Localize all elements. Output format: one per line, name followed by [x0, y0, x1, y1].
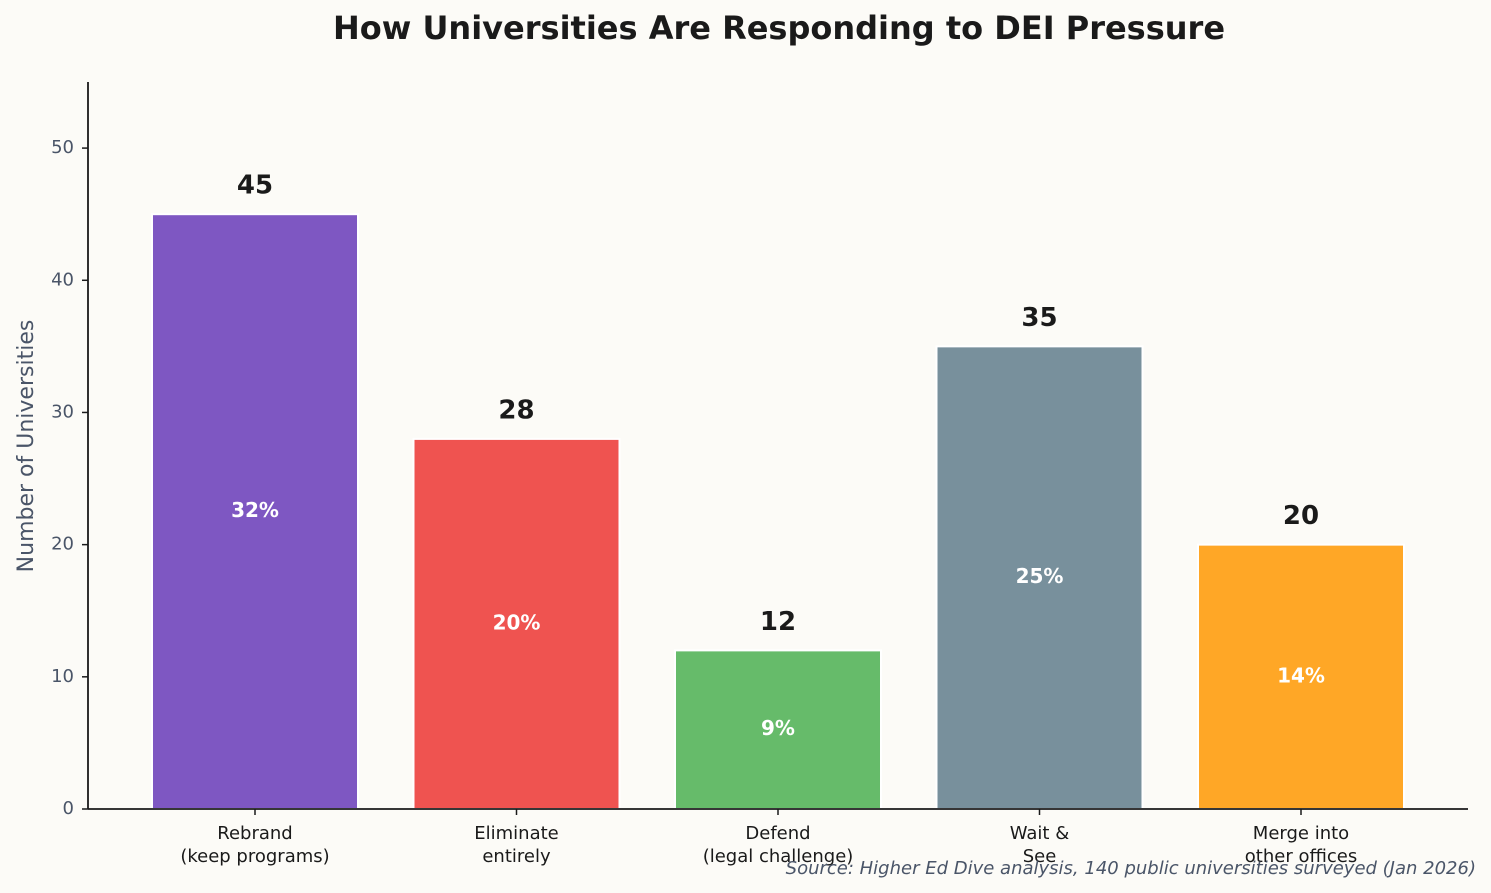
bar: [151, 213, 359, 810]
value-label: 45: [237, 171, 273, 201]
x-tick-label: Merge into other offices: [1245, 823, 1357, 867]
x-tick-label: Defend (legal challenge): [703, 823, 854, 867]
value-label: 35: [1021, 303, 1057, 333]
percent-label: 20%: [493, 610, 541, 634]
percent-label: 25%: [1016, 564, 1064, 588]
percent-label: 14%: [1277, 663, 1325, 687]
x-tick-label: Rebrand (keep programs): [180, 823, 329, 867]
y-tick-label: 10: [51, 666, 74, 687]
value-label: 28: [498, 395, 534, 425]
x-tick-label: Wait & See: [1010, 823, 1070, 867]
y-axis-label: Number of Universities: [14, 320, 39, 573]
value-label: 12: [760, 607, 796, 637]
x-tick-label: Eliminate entirely: [474, 823, 558, 867]
chart-title: How Universities Are Responding to DEI P…: [333, 9, 1225, 47]
percent-label: 9%: [761, 716, 795, 740]
y-tick-label: 20: [51, 534, 74, 555]
y-tick-label: 50: [51, 137, 74, 158]
bar: [1197, 543, 1405, 810]
y-tick-label: 40: [51, 269, 74, 290]
source-note: Source: Higher Ed Dive analysis, 140 pub…: [786, 858, 1476, 879]
percent-label: 32%: [231, 498, 279, 522]
value-label: 20: [1283, 501, 1319, 531]
bar: [935, 345, 1144, 810]
y-tick-label: 30: [51, 401, 74, 422]
y-tick-label: 0: [63, 798, 74, 819]
